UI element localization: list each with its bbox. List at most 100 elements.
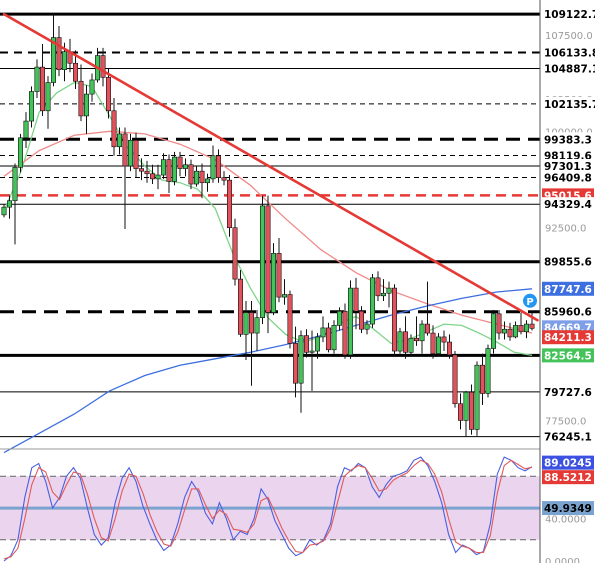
price-badge-box: [542, 281, 594, 296]
candle-body: [529, 323, 535, 329]
candle-body: [73, 62, 79, 82]
candle-body: [56, 37, 62, 70]
oscillator-level-badge-box: [542, 501, 594, 516]
candle-body: [303, 335, 309, 353]
candle-body: [298, 335, 304, 384]
price-axis-layer: 107500.0102500.0100000.097500.092500.090…: [542, 7, 595, 567]
candle-body: [133, 140, 139, 169]
candle-body: [12, 167, 18, 202]
level-label: 96409.8: [544, 172, 592, 184]
candle-body: [243, 312, 249, 335]
candle-body: [249, 312, 255, 334]
candle-body: [276, 253, 282, 298]
level-label-box: [542, 429, 594, 444]
candle-body: [155, 174, 161, 180]
oscillator-value-badge: 89.0245: [544, 458, 592, 470]
level-label: 106133.8: [544, 48, 595, 60]
candle-body: [320, 327, 326, 338]
candle-body: [441, 336, 447, 343]
level-label-box: [542, 304, 594, 319]
candle-body: [78, 80, 84, 117]
candle-body: [347, 287, 353, 356]
candle-body: [413, 337, 419, 342]
candle-body: [386, 287, 392, 294]
oscillator-value-badge-box: [542, 455, 594, 470]
candle-body: [188, 164, 194, 185]
level-label-box: [542, 7, 594, 22]
candle-body: [221, 177, 227, 181]
candle-body: [457, 403, 463, 421]
level-label: 79727.6: [544, 387, 592, 399]
candle-body: [84, 93, 90, 117]
candle-body: [463, 391, 469, 421]
candle-body: [210, 155, 216, 180]
candle-body: [314, 336, 320, 352]
candle-body: [232, 227, 238, 280]
oscillator-line: [3, 456, 533, 562]
candle-body: [518, 325, 524, 333]
candle-body: [23, 120, 29, 139]
candle-body: [7, 200, 13, 208]
candle-body: [144, 170, 150, 175]
candle-body: [28, 91, 34, 122]
candle-body: [1, 206, 7, 216]
level-label: 76245.1: [544, 432, 592, 444]
candle-body: [468, 391, 474, 430]
candles-layer: [1, 14, 535, 437]
candle-body: [270, 253, 276, 313]
level-label-box: [542, 197, 594, 212]
candle-body: [397, 331, 403, 352]
candle-body: [205, 178, 211, 184]
downtrend-line: [2, 12, 539, 322]
candle-body: [479, 364, 485, 394]
price-badge-box: [542, 348, 594, 363]
candle-body: [122, 133, 128, 167]
candle-body: [309, 350, 315, 353]
candle-body: [117, 133, 123, 148]
trendline-layer: P: [2, 12, 539, 322]
candle-body: [183, 164, 189, 169]
marker-label: P: [526, 297, 533, 308]
candle-body: [496, 313, 502, 334]
candle-body: [446, 341, 452, 356]
candle-body: [391, 287, 397, 352]
candle-body: [364, 323, 370, 330]
level-label: 97301.3: [544, 161, 592, 173]
level-label-box: [542, 61, 594, 76]
oscillator-line: [3, 459, 533, 560]
candle-body: [435, 336, 441, 354]
candle-body: [419, 323, 425, 342]
candle-body: [287, 294, 293, 344]
price-tick-label: 107500.0: [545, 31, 593, 42]
level-label-box: [542, 384, 594, 399]
level-label-box: [542, 96, 594, 111]
candle-body: [259, 205, 265, 318]
candle-body: [194, 170, 200, 185]
price-badge: 82564.5: [544, 350, 592, 362]
candle-body: [150, 173, 156, 180]
candle-body: [430, 332, 436, 354]
candle-body: [358, 310, 364, 330]
candle-body: [216, 155, 222, 178]
candle-body: [50, 37, 56, 83]
oscillator-value-badge: 88.5212: [544, 472, 592, 484]
oscillator-tick-label: 0.0000: [545, 557, 580, 563]
candle-body: [281, 294, 287, 298]
level-label: 104887.1: [544, 64, 595, 76]
candle-body: [199, 170, 205, 184]
candle-body: [336, 310, 342, 326]
level-label-box: [542, 148, 594, 163]
candle-body: [369, 277, 375, 325]
candle-body: [106, 77, 112, 112]
level-label-box: [542, 45, 594, 60]
candle-body: [238, 278, 244, 335]
candle-body: [331, 325, 337, 351]
candle-body: [485, 348, 491, 394]
level-label-box: [542, 132, 594, 147]
level-label-box: [542, 159, 594, 174]
candle-body: [342, 310, 348, 356]
candle-body: [39, 66, 45, 112]
oscillator-value-badge-box: [542, 470, 594, 485]
level-label: 102135.7: [544, 99, 595, 111]
